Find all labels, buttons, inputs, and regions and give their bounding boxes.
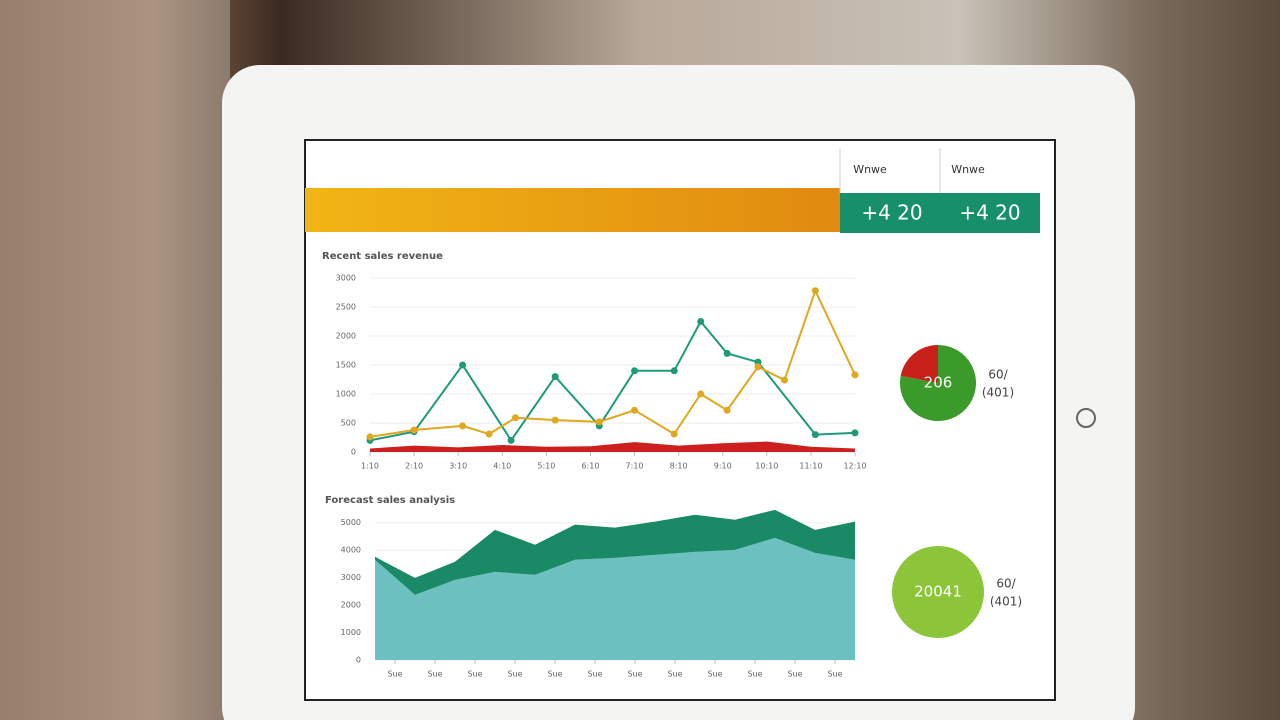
marker xyxy=(485,430,493,438)
x-tick-label: Sue xyxy=(667,670,682,679)
x-tick-label: Sue xyxy=(427,670,442,679)
x-tick-label: 4:10 xyxy=(493,462,511,471)
y-tick-label: 0 xyxy=(351,448,356,457)
x-tick-label: Sue xyxy=(627,670,642,679)
y-tick-label: 0 xyxy=(356,656,361,665)
pie-side-label: (401) xyxy=(982,386,1014,400)
pie-center-label: 20041 xyxy=(914,583,962,601)
marker xyxy=(551,373,559,381)
x-tick-label: 7:10 xyxy=(626,462,644,471)
kpi-label: Wnwe xyxy=(853,163,887,176)
y-tick-label: 1000 xyxy=(336,390,356,399)
pie-slice xyxy=(900,345,938,383)
pie-center-label: 206 xyxy=(924,374,953,392)
marker xyxy=(723,349,731,357)
x-tick-label: 9:10 xyxy=(714,462,732,471)
y-tick-label: 500 xyxy=(341,419,356,428)
x-tick-label: 6:10 xyxy=(581,462,599,471)
area xyxy=(375,509,855,595)
x-tick-label: 2:10 xyxy=(405,462,423,471)
marker xyxy=(410,426,418,434)
marker xyxy=(754,363,762,371)
area xyxy=(375,537,855,660)
x-tick-label: 10:10 xyxy=(755,462,778,471)
marker xyxy=(551,416,559,424)
marker xyxy=(670,430,678,438)
x-tick-label: Sue xyxy=(547,670,562,679)
y-tick-label: 2000 xyxy=(336,332,356,341)
marker xyxy=(631,367,639,375)
y-tick-label: 3000 xyxy=(336,274,356,283)
pie-side-label: 60/ xyxy=(996,577,1016,591)
pie-side-label: (401) xyxy=(990,595,1022,609)
x-tick-label: 1:10 xyxy=(361,462,379,471)
pie-slice xyxy=(892,546,984,638)
home-button[interactable] xyxy=(1076,408,1096,428)
marker xyxy=(851,371,859,379)
area xyxy=(370,441,855,452)
y-tick-label: 1000 xyxy=(341,628,361,637)
x-tick-label: Sue xyxy=(467,670,482,679)
pie-side-label: 60/ xyxy=(988,368,1008,382)
x-tick-label: Sue xyxy=(747,670,762,679)
marker xyxy=(780,376,788,384)
header-bar xyxy=(305,188,840,232)
marker xyxy=(697,318,705,325)
y-tick-label: 2000 xyxy=(341,601,361,610)
marker xyxy=(595,418,603,426)
kpi-strip xyxy=(840,193,1040,233)
kpi-value: +4 20 xyxy=(861,201,922,225)
y-tick-label: 1500 xyxy=(336,361,356,370)
backdrop-blur xyxy=(0,0,230,720)
chart-title: Recent sales revenue xyxy=(322,251,443,262)
x-tick-label: Sue xyxy=(507,670,522,679)
marker xyxy=(811,431,819,439)
marker xyxy=(366,433,374,441)
marker xyxy=(631,406,639,414)
x-tick-label: 11:10 xyxy=(799,462,822,471)
x-tick-label: Sue xyxy=(827,670,842,679)
marker xyxy=(697,390,705,398)
marker xyxy=(670,367,678,375)
marker xyxy=(459,361,467,369)
y-tick-label: 3000 xyxy=(341,573,361,582)
y-tick-label: 5000 xyxy=(341,518,361,527)
marker xyxy=(459,422,467,430)
y-tick-label: 4000 xyxy=(341,546,361,555)
chart-title: Forecast sales analysis xyxy=(325,495,455,506)
marker xyxy=(723,406,731,414)
kpi-value: +4 20 xyxy=(959,201,1020,225)
kpi-label: Wnwe xyxy=(951,163,985,176)
x-tick-label: Sue xyxy=(587,670,602,679)
x-tick-label: Sue xyxy=(387,670,402,679)
marker xyxy=(507,436,515,444)
marker xyxy=(512,414,519,422)
x-tick-label: 5:10 xyxy=(537,462,555,471)
marker xyxy=(851,429,859,437)
marker xyxy=(811,287,819,295)
x-tick-label: 3:10 xyxy=(449,462,467,471)
x-tick-label: 8:10 xyxy=(670,462,688,471)
x-tick-label: 12:10 xyxy=(843,462,866,471)
y-tick-label: 2500 xyxy=(336,303,356,312)
x-tick-label: Sue xyxy=(707,670,722,679)
x-tick-label: Sue xyxy=(787,670,802,679)
